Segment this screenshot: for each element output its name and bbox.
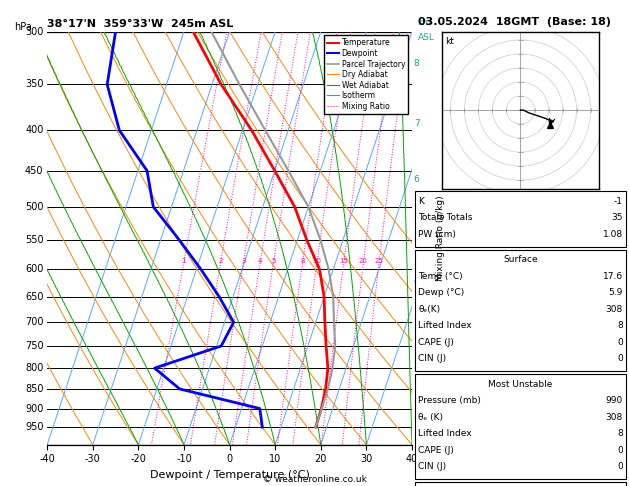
Text: 1.08: 1.08 (603, 230, 623, 239)
Text: kt: kt (445, 37, 454, 46)
Text: 550: 550 (25, 235, 43, 244)
Text: CAPE (J): CAPE (J) (418, 446, 454, 455)
Text: Totals Totals: Totals Totals (418, 213, 472, 223)
Text: 950: 950 (25, 422, 43, 432)
Text: 8: 8 (617, 321, 623, 330)
Text: 10: 10 (313, 258, 321, 263)
Text: CAPE (J): CAPE (J) (418, 338, 454, 347)
Text: 308: 308 (606, 413, 623, 422)
Text: 4: 4 (258, 258, 262, 263)
Text: 15: 15 (339, 258, 348, 263)
Text: K: K (418, 197, 424, 206)
Text: Lifted Index: Lifted Index (418, 321, 472, 330)
Text: 25: 25 (374, 258, 383, 263)
Text: Temp (°C): Temp (°C) (418, 272, 463, 281)
Text: 900: 900 (25, 403, 43, 414)
Text: -1: -1 (614, 197, 623, 206)
Text: 750: 750 (25, 341, 43, 351)
Text: Lifted Index: Lifted Index (418, 429, 472, 438)
Text: Most Unstable: Most Unstable (488, 380, 553, 389)
Text: 17.6: 17.6 (603, 272, 623, 281)
Text: 0: 0 (617, 446, 623, 455)
Text: PW (cm): PW (cm) (418, 230, 456, 239)
Text: 6: 6 (414, 175, 420, 184)
Text: 300: 300 (25, 27, 43, 36)
Text: 700: 700 (25, 317, 43, 327)
Text: 400: 400 (25, 125, 43, 135)
Text: 450: 450 (25, 166, 43, 176)
Text: 3: 3 (414, 321, 420, 330)
Text: 1: 1 (181, 258, 186, 263)
Text: hPa: hPa (14, 21, 33, 32)
Text: 650: 650 (25, 292, 43, 302)
Text: 7: 7 (414, 119, 420, 128)
Text: 0: 0 (617, 338, 623, 347)
Text: 8: 8 (300, 258, 304, 263)
Text: CIN (J): CIN (J) (418, 354, 447, 364)
Text: 308: 308 (606, 305, 623, 314)
Text: 3: 3 (241, 258, 245, 263)
Text: © weatheronline.co.uk: © weatheronline.co.uk (262, 474, 367, 484)
Text: Pressure (mb): Pressure (mb) (418, 396, 481, 405)
X-axis label: Dewpoint / Temperature (°C): Dewpoint / Temperature (°C) (150, 470, 309, 480)
Text: 850: 850 (25, 384, 43, 394)
Text: 600: 600 (25, 264, 43, 275)
Text: LCL: LCL (414, 380, 429, 388)
Text: 990: 990 (606, 396, 623, 405)
Text: Dewp (°C): Dewp (°C) (418, 288, 465, 297)
Text: 5: 5 (414, 229, 420, 238)
Text: 0: 0 (617, 354, 623, 364)
Text: 5: 5 (271, 258, 276, 263)
Text: 500: 500 (25, 202, 43, 212)
Text: CIN (J): CIN (J) (418, 462, 447, 471)
Text: 8: 8 (414, 59, 420, 68)
Text: 1: 1 (414, 402, 420, 411)
Text: 350: 350 (25, 80, 43, 89)
Text: 0: 0 (617, 462, 623, 471)
Text: 800: 800 (25, 363, 43, 373)
Text: θₑ (K): θₑ (K) (418, 413, 443, 422)
Text: Mixing Ratio (g/kg): Mixing Ratio (g/kg) (436, 195, 445, 281)
Text: 5.9: 5.9 (608, 288, 623, 297)
Text: 4: 4 (414, 276, 420, 285)
Text: 20: 20 (359, 258, 368, 263)
Text: 03.05.2024  18GMT  (Base: 18): 03.05.2024 18GMT (Base: 18) (418, 17, 611, 27)
Text: ASL: ASL (418, 33, 435, 42)
Text: 2: 2 (218, 258, 223, 263)
Text: 38°17'N  359°33'W  245m ASL: 38°17'N 359°33'W 245m ASL (47, 19, 233, 30)
Text: Surface: Surface (503, 255, 538, 264)
Text: 2: 2 (414, 362, 420, 370)
Text: 8: 8 (617, 429, 623, 438)
Text: km: km (418, 18, 431, 27)
Text: θₑ(K): θₑ(K) (418, 305, 440, 314)
Legend: Temperature, Dewpoint, Parcel Trajectory, Dry Adiabat, Wet Adiabat, Isotherm, Mi: Temperature, Dewpoint, Parcel Trajectory… (324, 35, 408, 114)
Text: 35: 35 (611, 213, 623, 223)
